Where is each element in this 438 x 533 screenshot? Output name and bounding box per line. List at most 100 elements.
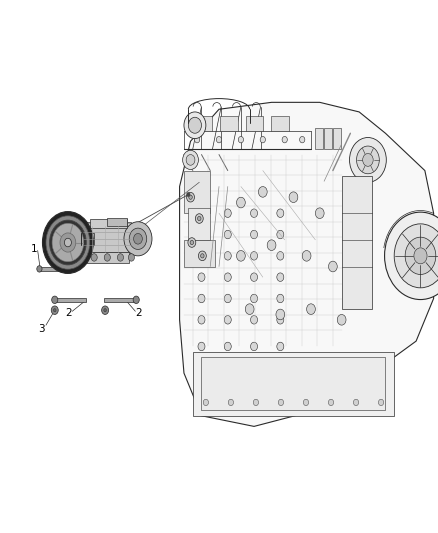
Circle shape	[251, 294, 258, 303]
Circle shape	[277, 209, 284, 217]
Circle shape	[52, 223, 84, 262]
Circle shape	[190, 240, 194, 245]
Circle shape	[52, 296, 58, 304]
Circle shape	[42, 212, 93, 273]
Circle shape	[277, 252, 284, 260]
Circle shape	[129, 228, 147, 249]
Circle shape	[184, 112, 206, 139]
Circle shape	[251, 252, 258, 260]
Bar	[324, 128, 332, 149]
Circle shape	[64, 238, 71, 247]
Circle shape	[187, 192, 190, 197]
Circle shape	[51, 306, 58, 314]
Circle shape	[198, 252, 205, 260]
Circle shape	[315, 208, 324, 219]
Circle shape	[258, 187, 267, 197]
Circle shape	[251, 230, 258, 239]
Circle shape	[251, 342, 258, 351]
Circle shape	[198, 273, 205, 281]
Circle shape	[237, 251, 245, 261]
Circle shape	[189, 195, 192, 199]
Bar	[81, 233, 94, 245]
Circle shape	[276, 309, 285, 320]
Circle shape	[251, 273, 258, 281]
Circle shape	[385, 212, 438, 300]
Circle shape	[350, 138, 386, 182]
Circle shape	[198, 209, 205, 217]
Circle shape	[216, 136, 222, 143]
Circle shape	[198, 216, 201, 221]
Circle shape	[260, 136, 265, 143]
Circle shape	[251, 316, 258, 324]
Circle shape	[278, 399, 283, 406]
Circle shape	[282, 136, 287, 143]
Circle shape	[277, 273, 284, 281]
Circle shape	[302, 251, 311, 261]
Circle shape	[117, 254, 124, 261]
Circle shape	[307, 304, 315, 314]
Bar	[184, 171, 210, 213]
PathPatch shape	[180, 102, 434, 426]
Circle shape	[304, 399, 309, 406]
Bar	[333, 128, 341, 149]
Circle shape	[224, 230, 231, 239]
Circle shape	[198, 294, 205, 303]
Circle shape	[104, 254, 110, 261]
Bar	[201, 357, 385, 410]
Circle shape	[394, 224, 438, 288]
Circle shape	[60, 233, 76, 252]
Circle shape	[134, 233, 142, 244]
Circle shape	[133, 296, 139, 304]
Circle shape	[245, 304, 254, 314]
Bar	[271, 116, 289, 131]
Circle shape	[224, 273, 231, 281]
Circle shape	[277, 316, 284, 324]
Bar	[193, 352, 394, 416]
Text: 1: 1	[31, 245, 38, 254]
Circle shape	[328, 261, 337, 272]
Bar	[55, 298, 86, 302]
Bar	[184, 240, 215, 266]
Circle shape	[277, 230, 284, 239]
Circle shape	[267, 240, 276, 251]
Circle shape	[224, 252, 231, 260]
Bar	[104, 298, 136, 302]
Circle shape	[124, 222, 152, 256]
Circle shape	[251, 209, 258, 217]
Bar	[107, 218, 127, 226]
Circle shape	[198, 342, 205, 351]
Circle shape	[188, 238, 196, 247]
Circle shape	[353, 399, 359, 406]
Circle shape	[46, 216, 90, 269]
Circle shape	[414, 248, 427, 264]
Circle shape	[104, 309, 106, 312]
PathPatch shape	[77, 223, 142, 255]
Circle shape	[68, 266, 71, 271]
Circle shape	[357, 146, 379, 174]
Bar	[85, 252, 129, 263]
Bar	[90, 219, 127, 228]
Circle shape	[91, 254, 97, 261]
Circle shape	[224, 316, 231, 324]
Circle shape	[224, 294, 231, 303]
Circle shape	[277, 342, 284, 351]
Circle shape	[198, 251, 206, 261]
Circle shape	[194, 136, 200, 143]
Circle shape	[253, 399, 258, 406]
Circle shape	[102, 306, 109, 314]
Circle shape	[203, 399, 208, 406]
Circle shape	[289, 192, 298, 203]
Circle shape	[188, 117, 201, 133]
Circle shape	[195, 214, 203, 223]
Bar	[188, 208, 210, 240]
Circle shape	[53, 309, 56, 312]
Circle shape	[300, 136, 305, 143]
Text: 2: 2	[135, 308, 142, 318]
Bar	[39, 267, 69, 271]
Circle shape	[328, 399, 334, 406]
Circle shape	[405, 237, 436, 274]
Circle shape	[128, 254, 134, 261]
Circle shape	[37, 266, 42, 272]
Circle shape	[363, 154, 373, 166]
Circle shape	[228, 399, 233, 406]
